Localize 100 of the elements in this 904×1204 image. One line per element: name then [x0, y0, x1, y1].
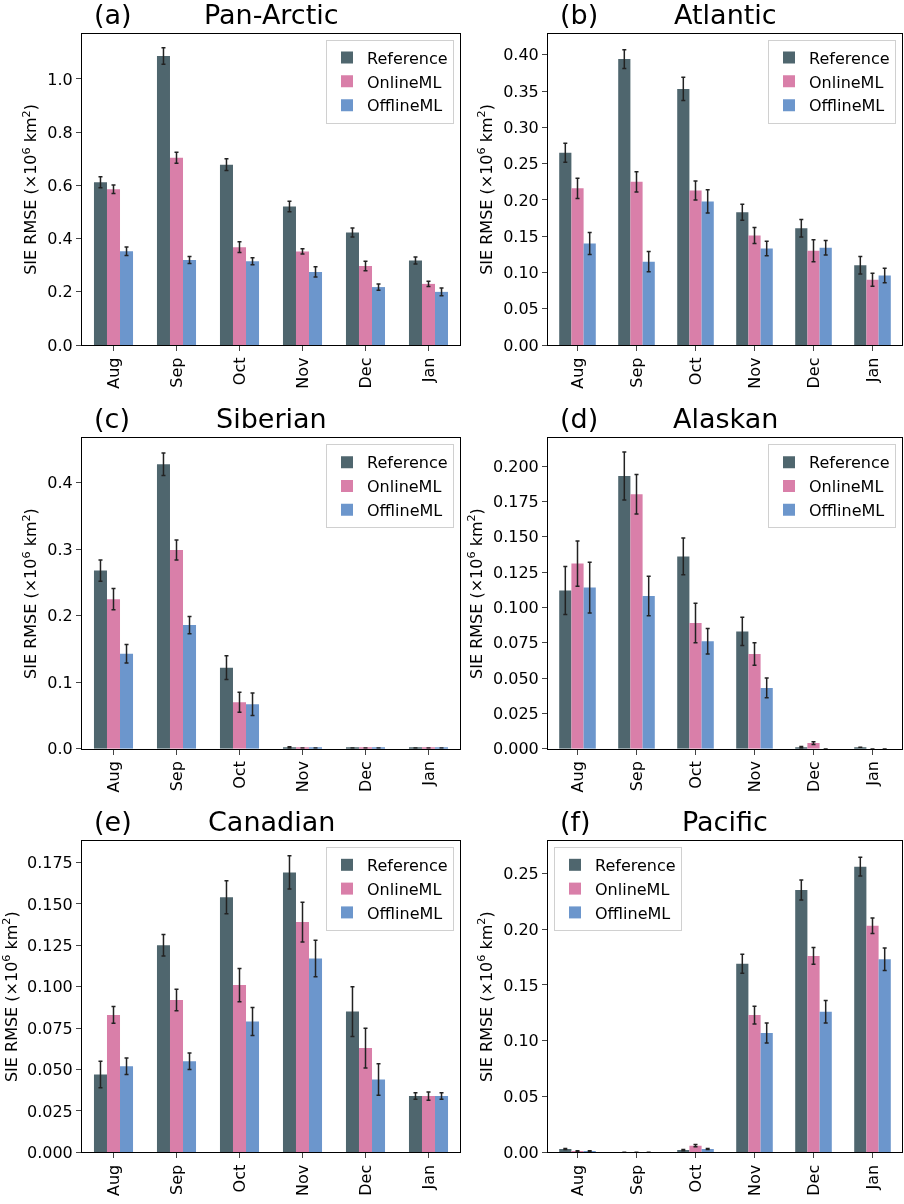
x-tick-label: Sep [166, 1164, 186, 1195]
y-tick-label: 0.075 [492, 633, 539, 653]
x-tick-label: Dec [355, 1164, 375, 1196]
y-tick-label: 0.000 [492, 739, 539, 759]
y-tick-label: 0.1 [47, 672, 73, 692]
x-tick-label: Aug [567, 357, 587, 389]
y-tick-label: 0.00 [503, 1142, 539, 1162]
y-tick-label: 0.125 [492, 562, 539, 582]
y-tick-label: 0.025 [492, 703, 539, 723]
legend-label: OfflineML [367, 501, 443, 521]
y-tick-label: 0.6 [47, 176, 73, 196]
y-tick-label: 0.050 [26, 1060, 73, 1080]
y-tick-label: 0.30 [503, 117, 539, 137]
x-tick-label: Sep [166, 761, 186, 792]
y-tick-label: 0.8 [47, 122, 73, 142]
text: (a) [94, 0, 132, 30]
legend-label: Reference [809, 48, 890, 68]
legend-label: OnlineML [595, 879, 670, 899]
y-tick-label: 0.175 [492, 491, 539, 511]
chart-title: Pan-Arctic [204, 0, 339, 30]
x-tick-label: Aug [567, 761, 587, 793]
legend-label: OfflineML [595, 903, 671, 923]
y-tick-label: 0.00 [503, 335, 539, 355]
y-tick-label: 0.40 [503, 45, 539, 65]
legend-label: OfflineML [809, 501, 885, 521]
y-tick-label: 0.150 [492, 527, 539, 547]
x-tick-label: Oct [229, 761, 249, 789]
chart-title: Alaskan [673, 403, 779, 434]
legend-label: Reference [367, 856, 448, 876]
y-tick-label: 0.10 [503, 1031, 539, 1051]
y-tick-label: 0.05 [503, 1087, 539, 1107]
chart-title: Siberian [216, 403, 327, 434]
legend-label: Reference [367, 48, 448, 68]
x-tick-label: Jan [418, 1164, 438, 1191]
x-tick-label: Aug [103, 1164, 123, 1196]
x-tick-label: Nov [744, 1164, 764, 1196]
y-tick-label: 0.25 [503, 863, 539, 883]
legend-label: OnlineML [367, 477, 442, 497]
legend-label: OnlineML [367, 879, 442, 899]
text: (d) [560, 403, 599, 434]
y-tick-label: 0.175 [26, 853, 73, 873]
y-tick-label: 0.15 [503, 975, 539, 995]
y-tick-label: 0.20 [503, 919, 539, 939]
y-tick-label: 0.05 [503, 299, 539, 319]
y-tick-label: 0.25 [503, 154, 539, 174]
x-tick-label: Nov [292, 357, 312, 389]
x-tick-label: Jan [862, 357, 882, 384]
x-tick-label: Aug [103, 761, 123, 793]
y-tick-label: 0.2 [47, 606, 73, 626]
y-tick-label: 0.10 [503, 263, 539, 283]
x-tick-label: Oct [685, 357, 705, 386]
x-tick-label: Nov [744, 357, 764, 389]
x-tick-label: Dec [803, 1164, 823, 1196]
legend-label: OfflineML [367, 903, 443, 923]
y-tick-label: 0.025 [26, 1101, 73, 1121]
y-tick-label: 0.150 [26, 894, 73, 914]
legend-label: OnlineML [809, 477, 884, 497]
x-tick-label: Jan [862, 761, 882, 787]
x-tick-label: Oct [685, 1164, 705, 1193]
x-tick-label: Jan [418, 761, 438, 787]
x-tick-label: Aug [103, 357, 123, 389]
x-tick-label: Oct [685, 761, 705, 789]
y-tick-label: 1.0 [47, 69, 73, 89]
legend-label: OfflineML [367, 96, 443, 116]
x-tick-label: Nov [292, 761, 312, 793]
y-tick-label: 0.4 [47, 473, 73, 493]
y-tick-label: 0.050 [492, 668, 539, 688]
y-tick-label: 0.075 [26, 1018, 73, 1038]
legend-label: Reference [367, 453, 448, 473]
chart-title: Canadian [208, 806, 336, 837]
y-tick-label: 0.20 [503, 190, 539, 210]
text: (e) [94, 806, 132, 837]
x-tick-label: Dec [355, 357, 375, 389]
x-tick-label: Nov [744, 761, 764, 793]
y-tick-label: 0.15 [503, 226, 539, 246]
text: (b) [560, 0, 599, 30]
x-tick-label: Dec [803, 357, 823, 389]
y-tick-label: 0.3 [47, 539, 73, 559]
x-tick-label: Dec [355, 761, 375, 793]
chart-title: Pacific [682, 806, 768, 837]
text: (c) [94, 403, 130, 434]
x-tick-label: Jan [418, 357, 438, 384]
legend-label: OnlineML [367, 72, 442, 92]
chart-title: Atlantic [674, 0, 777, 30]
y-tick-label: 0.4 [47, 229, 73, 249]
y-tick-label: 0.2 [47, 282, 73, 302]
x-tick-label: Jan [862, 1164, 882, 1191]
x-tick-label: Sep [626, 761, 646, 792]
x-tick-label: Nov [292, 1164, 312, 1196]
legend-label: Reference [809, 453, 890, 473]
x-tick-label: Sep [626, 1164, 646, 1195]
x-tick-label: Aug [567, 1164, 587, 1196]
y-tick-label: 0.100 [492, 597, 539, 617]
y-tick-label: 0.125 [26, 935, 73, 955]
y-tick-label: 0.100 [26, 977, 73, 997]
y-tick-label: 0.200 [492, 456, 539, 476]
legend-label: Reference [595, 856, 676, 876]
y-tick-label: 0.0 [47, 739, 73, 759]
y-tick-label: 0.0 [47, 335, 73, 355]
x-tick-label: Sep [626, 357, 646, 388]
